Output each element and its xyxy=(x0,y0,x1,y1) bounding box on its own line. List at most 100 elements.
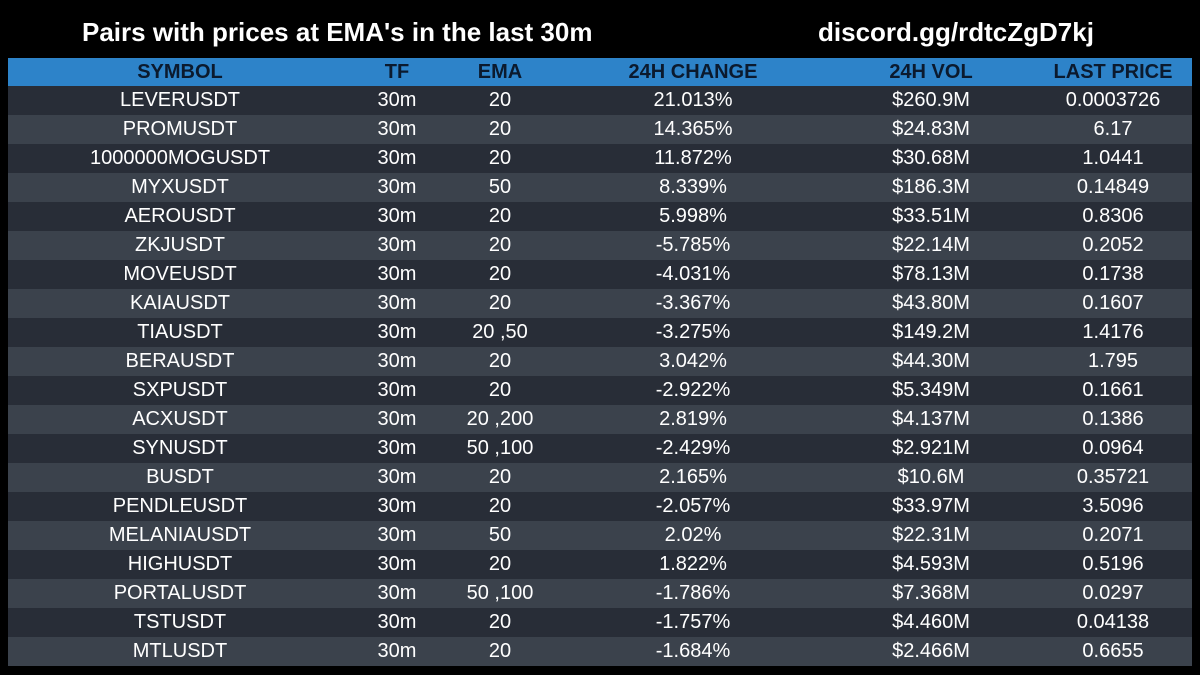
title-bar: Pairs with prices at EMA's in the last 3… xyxy=(0,0,1200,58)
ema-cell: 20 xyxy=(488,263,512,285)
table-row[interactable]: TSTUSDT 30m 20 -1.757% $4.460M 0.04138 xyxy=(8,608,1192,637)
tf-cell: 30m xyxy=(377,611,417,633)
last-price-cell: 0.14849 xyxy=(1076,176,1150,198)
table-body: LEVERUSDT 30m 20 21.013% $260.9M 0.0003726 PRO… xyxy=(8,86,1192,666)
symbol-cell: ZKJUSDT xyxy=(135,234,225,256)
symbol-cell: BUSDT xyxy=(146,466,214,488)
table-row[interactable]: SYNUSDT 30m 50 ,100 -2.429% $2.921M 0.0964 xyxy=(8,434,1192,463)
volume-cell: $2.921M xyxy=(892,437,970,459)
last-price-cell: 0.5196 xyxy=(1082,553,1144,575)
tf-cell: 30m xyxy=(377,408,417,430)
table-row[interactable]: MELANIAUSDT 30m 50 2.02% $22.31M 0.2071 xyxy=(8,521,1192,550)
table-row[interactable]: MOVEUSDT 30m 20 -4.031% $78.13M 0.1738 xyxy=(8,260,1192,289)
table-row[interactable]: ZKJUSDT 30m 20 -5.785% $22.14M 0.2052 xyxy=(8,231,1192,260)
table-row[interactable]: PENDLEUSDT 30m 20 -2.057% $33.97M 3.5096 xyxy=(8,492,1192,521)
ema-cell: 20 xyxy=(488,205,512,227)
volume-cell: $4.593M xyxy=(892,553,970,575)
change-cell: 5.998% xyxy=(659,205,727,227)
symbol-cell: MTLUSDT xyxy=(132,640,228,662)
volume-cell: $4.460M xyxy=(892,611,970,633)
symbol-cell: PROMUSDT xyxy=(122,118,238,140)
ema-cell: 20 xyxy=(488,495,512,517)
last-price-cell: 0.1386 xyxy=(1082,408,1144,430)
table-row[interactable]: BUSDT 30m 20 2.165% $10.6M 0.35721 xyxy=(8,463,1192,492)
last-price-cell: 0.04138 xyxy=(1076,611,1150,633)
volume-cell: $260.9M xyxy=(892,89,970,111)
tf-cell: 30m xyxy=(377,118,417,140)
volume-cell: $78.13M xyxy=(892,263,970,285)
tf-cell: 30m xyxy=(377,640,417,662)
volume-cell: $33.51M xyxy=(892,205,970,227)
ema-cell: 20 xyxy=(488,640,512,662)
volume-cell: $22.31M xyxy=(892,524,970,546)
symbol-cell: PORTALUSDT xyxy=(113,582,247,604)
ema-cell: 20 xyxy=(488,553,512,575)
ema-cell: 20 xyxy=(488,611,512,633)
tf-cell: 30m xyxy=(377,205,417,227)
ema-cell: 50 xyxy=(488,176,512,198)
last-price-cell: 0.1661 xyxy=(1082,379,1144,401)
change-cell: -2.429% xyxy=(655,437,731,459)
symbol-cell: TSTUSDT xyxy=(133,611,227,633)
ema-cell: 20 ,200 xyxy=(466,408,534,430)
change-cell: 11.872% xyxy=(654,147,732,169)
symbol-cell: TIAUSDT xyxy=(137,321,223,343)
column-header-ema[interactable]: EMA xyxy=(477,60,523,83)
table-row[interactable]: ACXUSDT 30m 20 ,200 2.819% $4.137M 0.1386 xyxy=(8,405,1192,434)
table-row[interactable]: SXPUSDT 30m 20 -2.922% $5.349M 0.1661 xyxy=(8,376,1192,405)
ema-cell: 50 ,100 xyxy=(466,437,534,459)
symbol-cell: AEROUSDT xyxy=(124,205,236,227)
pairs-table: SYMBOL TF EMA 24H CHANGE 24H VOL LAST PR… xyxy=(8,58,1192,666)
ema-cell: 20 xyxy=(488,292,512,314)
column-header-symbol[interactable]: SYMBOL xyxy=(137,60,223,83)
last-price-cell: 0.2052 xyxy=(1082,234,1144,256)
last-price-cell: 0.8306 xyxy=(1082,205,1144,227)
change-cell: 2.02% xyxy=(664,524,722,546)
column-header-tf[interactable]: TF xyxy=(384,60,410,83)
volume-cell: $10.6M xyxy=(897,466,965,488)
table-row[interactable]: MTLUSDT 30m 20 -1.684% $2.466M 0.6655 xyxy=(8,637,1192,666)
table-header-row: SYMBOL TF EMA 24H CHANGE 24H VOL LAST PR… xyxy=(8,58,1192,86)
table-row[interactable]: PROMUSDT 30m 20 14.365% $24.83M 6.17 xyxy=(8,115,1192,144)
change-cell: 1.822% xyxy=(659,553,727,575)
last-price-cell: 6.17 xyxy=(1093,118,1133,140)
change-cell: -1.757% xyxy=(655,611,731,633)
column-header-last-price[interactable]: LAST PRICE xyxy=(1053,60,1173,83)
ema-cell: 20 xyxy=(488,118,512,140)
last-price-cell: 0.6655 xyxy=(1082,640,1144,662)
table-row[interactable]: AEROUSDT 30m 20 5.998% $33.51M 0.8306 xyxy=(8,202,1192,231)
table-row[interactable]: KAIAUSDT 30m 20 -3.367% $43.80M 0.1607 xyxy=(8,289,1192,318)
column-header-24h-change[interactable]: 24H CHANGE xyxy=(628,60,758,83)
last-price-cell: 1.4176 xyxy=(1082,321,1144,343)
table-row[interactable]: BERAUSDT 30m 20 3.042% $44.30M 1.795 xyxy=(8,347,1192,376)
symbol-cell: MOVEUSDT xyxy=(123,263,237,285)
volume-cell: $44.30M xyxy=(892,350,970,372)
change-cell: -2.057% xyxy=(655,495,731,517)
table-row[interactable]: 1000000MOGUSDT 30m 20 11.872% $30.68M 1.0441 xyxy=(8,144,1192,173)
table-row[interactable]: LEVERUSDT 30m 20 21.013% $260.9M 0.0003726 xyxy=(8,86,1192,115)
symbol-cell: BERAUSDT xyxy=(125,350,235,372)
table-row[interactable]: MYXUSDT 30m 50 8.339% $186.3M 0.14849 xyxy=(8,173,1192,202)
change-cell: -4.031% xyxy=(655,263,731,285)
ema-cell: 50 xyxy=(488,524,512,546)
volume-cell: $186.3M xyxy=(892,176,970,198)
symbol-cell: SXPUSDT xyxy=(132,379,228,401)
table-row[interactable]: PORTALUSDT 30m 50 ,100 -1.786% $7.368M 0.0297 xyxy=(8,579,1192,608)
volume-cell: $24.83M xyxy=(892,118,970,140)
table-row[interactable]: HIGHUSDT 30m 20 1.822% $4.593M 0.5196 xyxy=(8,550,1192,579)
ema-cell: 20 xyxy=(488,350,512,372)
column-header-24h-vol[interactable]: 24H VOL xyxy=(889,60,973,83)
volume-cell: $43.80M xyxy=(892,292,970,314)
ema-cell: 50 ,100 xyxy=(466,582,534,604)
tf-cell: 30m xyxy=(377,350,417,372)
tf-cell: 30m xyxy=(377,437,417,459)
tf-cell: 30m xyxy=(377,553,417,575)
volume-cell: $22.14M xyxy=(892,234,970,256)
change-cell: -2.922% xyxy=(655,379,731,401)
table-row[interactable]: TIAUSDT 30m 20 ,50 -3.275% $149.2M 1.4176 xyxy=(8,318,1192,347)
discord-link[interactable]: discord.gg/rdtcZgD7kj xyxy=(818,17,1094,47)
symbol-cell: LEVERUSDT xyxy=(119,89,241,111)
tf-cell: 30m xyxy=(377,176,417,198)
symbol-cell: MYXUSDT xyxy=(131,176,229,198)
tf-cell: 30m xyxy=(377,495,417,517)
